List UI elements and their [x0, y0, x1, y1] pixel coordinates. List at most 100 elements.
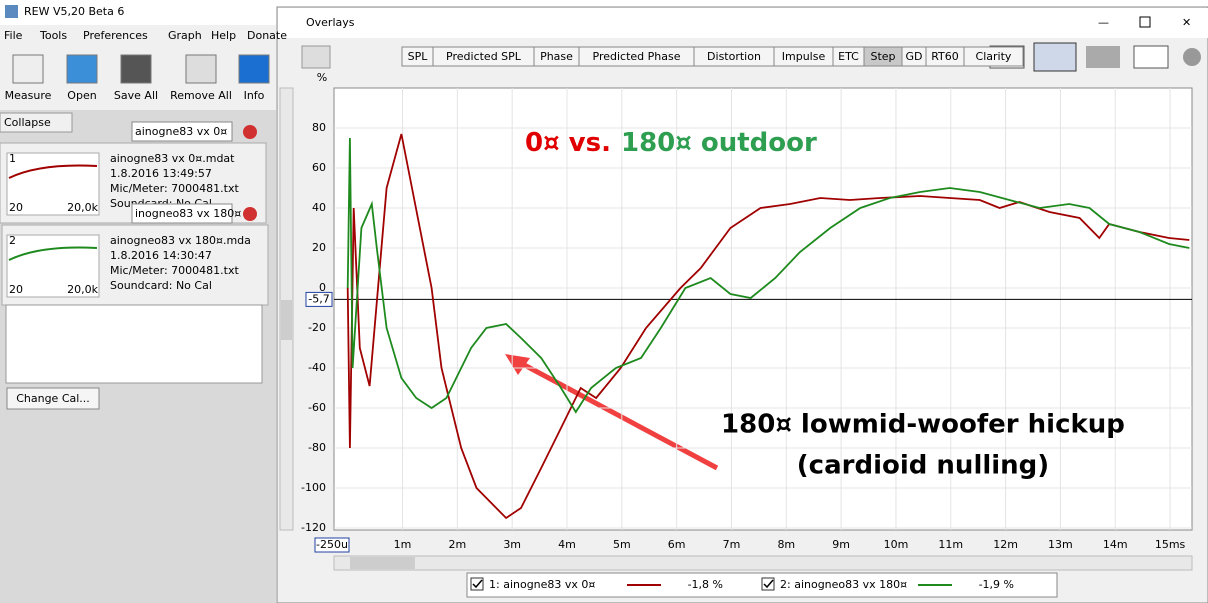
annotation-arrow [513, 357, 719, 471]
measurement-file: ainogne83 vx 0¤.mdat [110, 152, 235, 165]
x-tick-label: 4m [558, 538, 576, 551]
measurement-number: 2 [9, 234, 16, 247]
toolbar-icon[interactable] [238, 54, 270, 84]
menu-item[interactable]: File [4, 29, 23, 42]
thumbnail-trace [8, 164, 98, 179]
annotation: 180¤ lowmid-woofer hickup [721, 410, 1125, 440]
settings-icon[interactable] [1183, 48, 1201, 66]
h-scrollbar[interactable] [333, 555, 1193, 571]
check [763, 579, 774, 589]
toolbar-icon[interactable] [66, 54, 98, 84]
measurement-mic: Mic/Meter: 7000481.txt [110, 264, 239, 277]
toolbar-button[interactable]: Save All [114, 89, 158, 102]
x-tick-label: 14m [1103, 538, 1128, 551]
tab-label[interactable]: Phase [540, 50, 573, 63]
menu-item[interactable]: Tools [39, 29, 67, 42]
remove-icon[interactable] [243, 125, 257, 139]
legend-checkbox[interactable] [761, 577, 775, 591]
check [472, 579, 483, 589]
measurement-date: 1.8.2016 14:30:47 [110, 249, 212, 262]
tab-label[interactable]: Distortion [707, 50, 761, 63]
marker-label: -5,7 [308, 292, 329, 305]
maximize[interactable] [1139, 16, 1151, 28]
app-icon [5, 5, 18, 18]
overlays-title: Overlays [306, 16, 355, 29]
x-start-label: -250u [316, 538, 348, 551]
x-tick-label: 2m [448, 538, 466, 551]
tool-button[interactable] [1133, 45, 1169, 69]
legend-label: 1: ainogne83 vx 0¤ [489, 578, 595, 591]
thumbnail [6, 234, 100, 298]
tab-label[interactable]: Step [870, 50, 895, 63]
minimize[interactable]: — [1098, 16, 1109, 29]
close[interactable]: ✕ [1182, 16, 1191, 29]
tab-label[interactable]: RT60 [931, 50, 959, 63]
legend-label: 2: ainogneo83 vx 180¤ [780, 578, 907, 591]
thumbnail-trace [8, 246, 98, 261]
x-tick-label: 15ms [1155, 538, 1186, 551]
legend-value: -1,8 % [688, 578, 723, 591]
toolbar-icon[interactable] [185, 54, 217, 84]
toolbar-button[interactable]: Open [67, 89, 96, 102]
x-tick-label: 8m [777, 538, 795, 551]
tool-button[interactable] [1086, 46, 1120, 68]
name-field[interactable] [131, 203, 233, 224]
marker-box [305, 291, 333, 307]
y-unit: % [317, 71, 327, 84]
thumbnail [6, 152, 100, 216]
tab-label[interactable]: SPL [408, 50, 429, 63]
toolbar-button[interactable]: Measure [5, 89, 52, 102]
x-tick-label: 10m [884, 538, 909, 551]
tab-label[interactable]: Clarity [976, 50, 1012, 63]
change-cal-button[interactable] [6, 387, 100, 410]
menu-item[interactable]: Preferences [83, 29, 148, 42]
tab-label[interactable]: ETC [838, 50, 859, 63]
name-field[interactable] [131, 121, 233, 142]
title-part: 180¤ outdoor [621, 128, 817, 158]
tab-label[interactable]: Predicted SPL [446, 50, 522, 63]
thumb-axis: 20,0k [67, 283, 98, 296]
collapse-button[interactable] [0, 112, 73, 133]
y-tick-label: -120 [301, 521, 326, 534]
thumb-axis: 20 [9, 283, 23, 296]
arrow-head [505, 354, 530, 375]
tool-button[interactable] [1033, 42, 1077, 72]
plot-area [333, 87, 1193, 531]
title-part: 0¤ vs. [525, 128, 611, 158]
menu-item[interactable]: Donate [247, 29, 287, 42]
y-tick-label: 20 [312, 241, 326, 254]
toolbar-button[interactable]: Info [244, 89, 265, 102]
measurement-number: 1 [9, 152, 16, 165]
toolbar-button[interactable]: Remove All [170, 89, 232, 102]
menu-item[interactable]: Graph [168, 29, 202, 42]
x-tick-label: 5m [613, 538, 631, 551]
measurement-file: ainogneo83 vx 180¤.mda [110, 234, 251, 247]
y-tick-label: 0 [319, 281, 326, 294]
remove-icon[interactable] [243, 207, 257, 221]
y-tick-label: -80 [308, 441, 326, 454]
y-tick-label: -20 [308, 321, 326, 334]
thumb-axis: 20 [9, 201, 23, 214]
h-scroll-thumb[interactable] [350, 557, 415, 569]
notes-box [5, 304, 263, 384]
tab[interactable] [963, 46, 1024, 67]
x-tick-label: 11m [938, 538, 963, 551]
toolbar-icon[interactable] [120, 54, 152, 84]
toolbar-icon[interactable] [12, 54, 44, 84]
legend-value: -1,9 % [979, 578, 1014, 591]
legend-checkbox[interactable] [470, 577, 484, 591]
tab-label[interactable]: GD [906, 50, 923, 63]
tab-label[interactable]: Predicted Phase [593, 50, 681, 63]
measurement-soundcard: Soundcard: No Cal [110, 279, 212, 292]
name-field-text: inogneo83 vx 180¤ [135, 207, 241, 220]
menu-item[interactable]: Help [211, 29, 236, 42]
measurement-mic: Mic/Meter: 7000481.txt [110, 182, 239, 195]
x-tick-label: 13m [1048, 538, 1073, 551]
camera-icon[interactable] [301, 45, 331, 69]
v-scroll-thumb[interactable] [281, 300, 292, 340]
app-title: REW V5,20 Beta 6 [24, 5, 124, 18]
tab-label[interactable]: Impulse [782, 50, 826, 63]
collapse-label: Collapse [4, 116, 51, 129]
y-tick-label: -60 [308, 401, 326, 414]
